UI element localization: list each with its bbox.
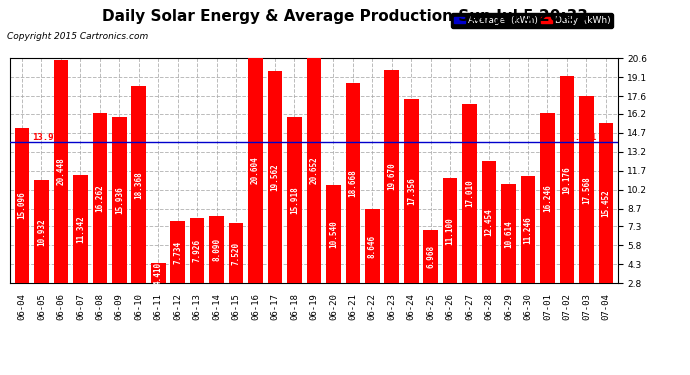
Text: 8.090: 8.090 [212,238,221,261]
Bar [598,123,613,283]
Bar [209,216,224,283]
Bar [326,185,341,283]
Bar [73,175,88,283]
Bar [229,224,244,283]
Text: 12.454: 12.454 [484,208,493,236]
Text: 18.668: 18.668 [348,169,357,197]
Bar [384,70,399,283]
Legend: Average  (kWh), Daily  (kWh): Average (kWh), Daily (kWh) [451,13,613,27]
Text: Copyright 2015 Cartronics.com: Copyright 2015 Cartronics.com [7,32,148,41]
Bar [14,128,29,283]
Text: 16.262: 16.262 [95,184,104,212]
Text: Daily Solar Energy & Average Production Sun Jul 5 20:33: Daily Solar Energy & Average Production … [102,9,588,24]
Bar [132,86,146,283]
Bar [521,176,535,283]
Bar [248,58,263,283]
Bar [365,209,380,283]
Text: 17.010: 17.010 [465,180,474,207]
Bar [424,231,438,283]
Bar [190,218,204,283]
Text: 13.971: 13.971 [32,133,64,142]
Text: 16.246: 16.246 [543,184,552,212]
Bar [560,76,574,283]
Text: 7.926: 7.926 [193,239,201,262]
Text: 15.918: 15.918 [290,186,299,214]
Text: 8.646: 8.646 [368,235,377,258]
Text: 20.652: 20.652 [309,156,319,184]
Text: 4.410: 4.410 [154,261,163,285]
Text: 19.670: 19.670 [387,163,396,190]
Bar [170,221,185,283]
Text: 17.568: 17.568 [582,176,591,204]
Text: 19.176: 19.176 [562,166,571,194]
Text: 10.614: 10.614 [504,220,513,248]
Text: 13.971: 13.971 [564,133,596,142]
Text: 11.342: 11.342 [76,215,85,243]
Text: 7.520: 7.520 [232,242,241,265]
Bar [151,263,166,283]
Bar [112,117,127,283]
Text: 17.356: 17.356 [407,177,416,205]
Bar [92,113,107,283]
Text: 18.368: 18.368 [135,171,144,199]
Text: 15.096: 15.096 [17,192,26,219]
Bar [346,82,360,283]
Text: 15.936: 15.936 [115,186,124,214]
Text: 19.562: 19.562 [270,163,279,191]
Text: 7.734: 7.734 [173,240,182,264]
Bar [579,96,593,283]
Bar [404,99,419,283]
Text: 20.604: 20.604 [251,157,260,184]
Bar [54,60,68,283]
Bar [540,113,555,283]
Text: 11.246: 11.246 [524,216,533,244]
Text: 6.968: 6.968 [426,245,435,268]
Bar [268,71,282,283]
Bar [462,104,477,283]
Bar [34,180,49,283]
Text: 15.452: 15.452 [602,189,611,217]
Text: 10.932: 10.932 [37,218,46,246]
Text: 10.540: 10.540 [329,220,338,248]
Bar [306,57,322,283]
Text: 20.448: 20.448 [57,158,66,186]
Bar [287,117,302,283]
Bar [501,184,516,283]
Text: 11.100: 11.100 [446,217,455,244]
Bar [443,178,457,283]
Bar [482,161,496,283]
